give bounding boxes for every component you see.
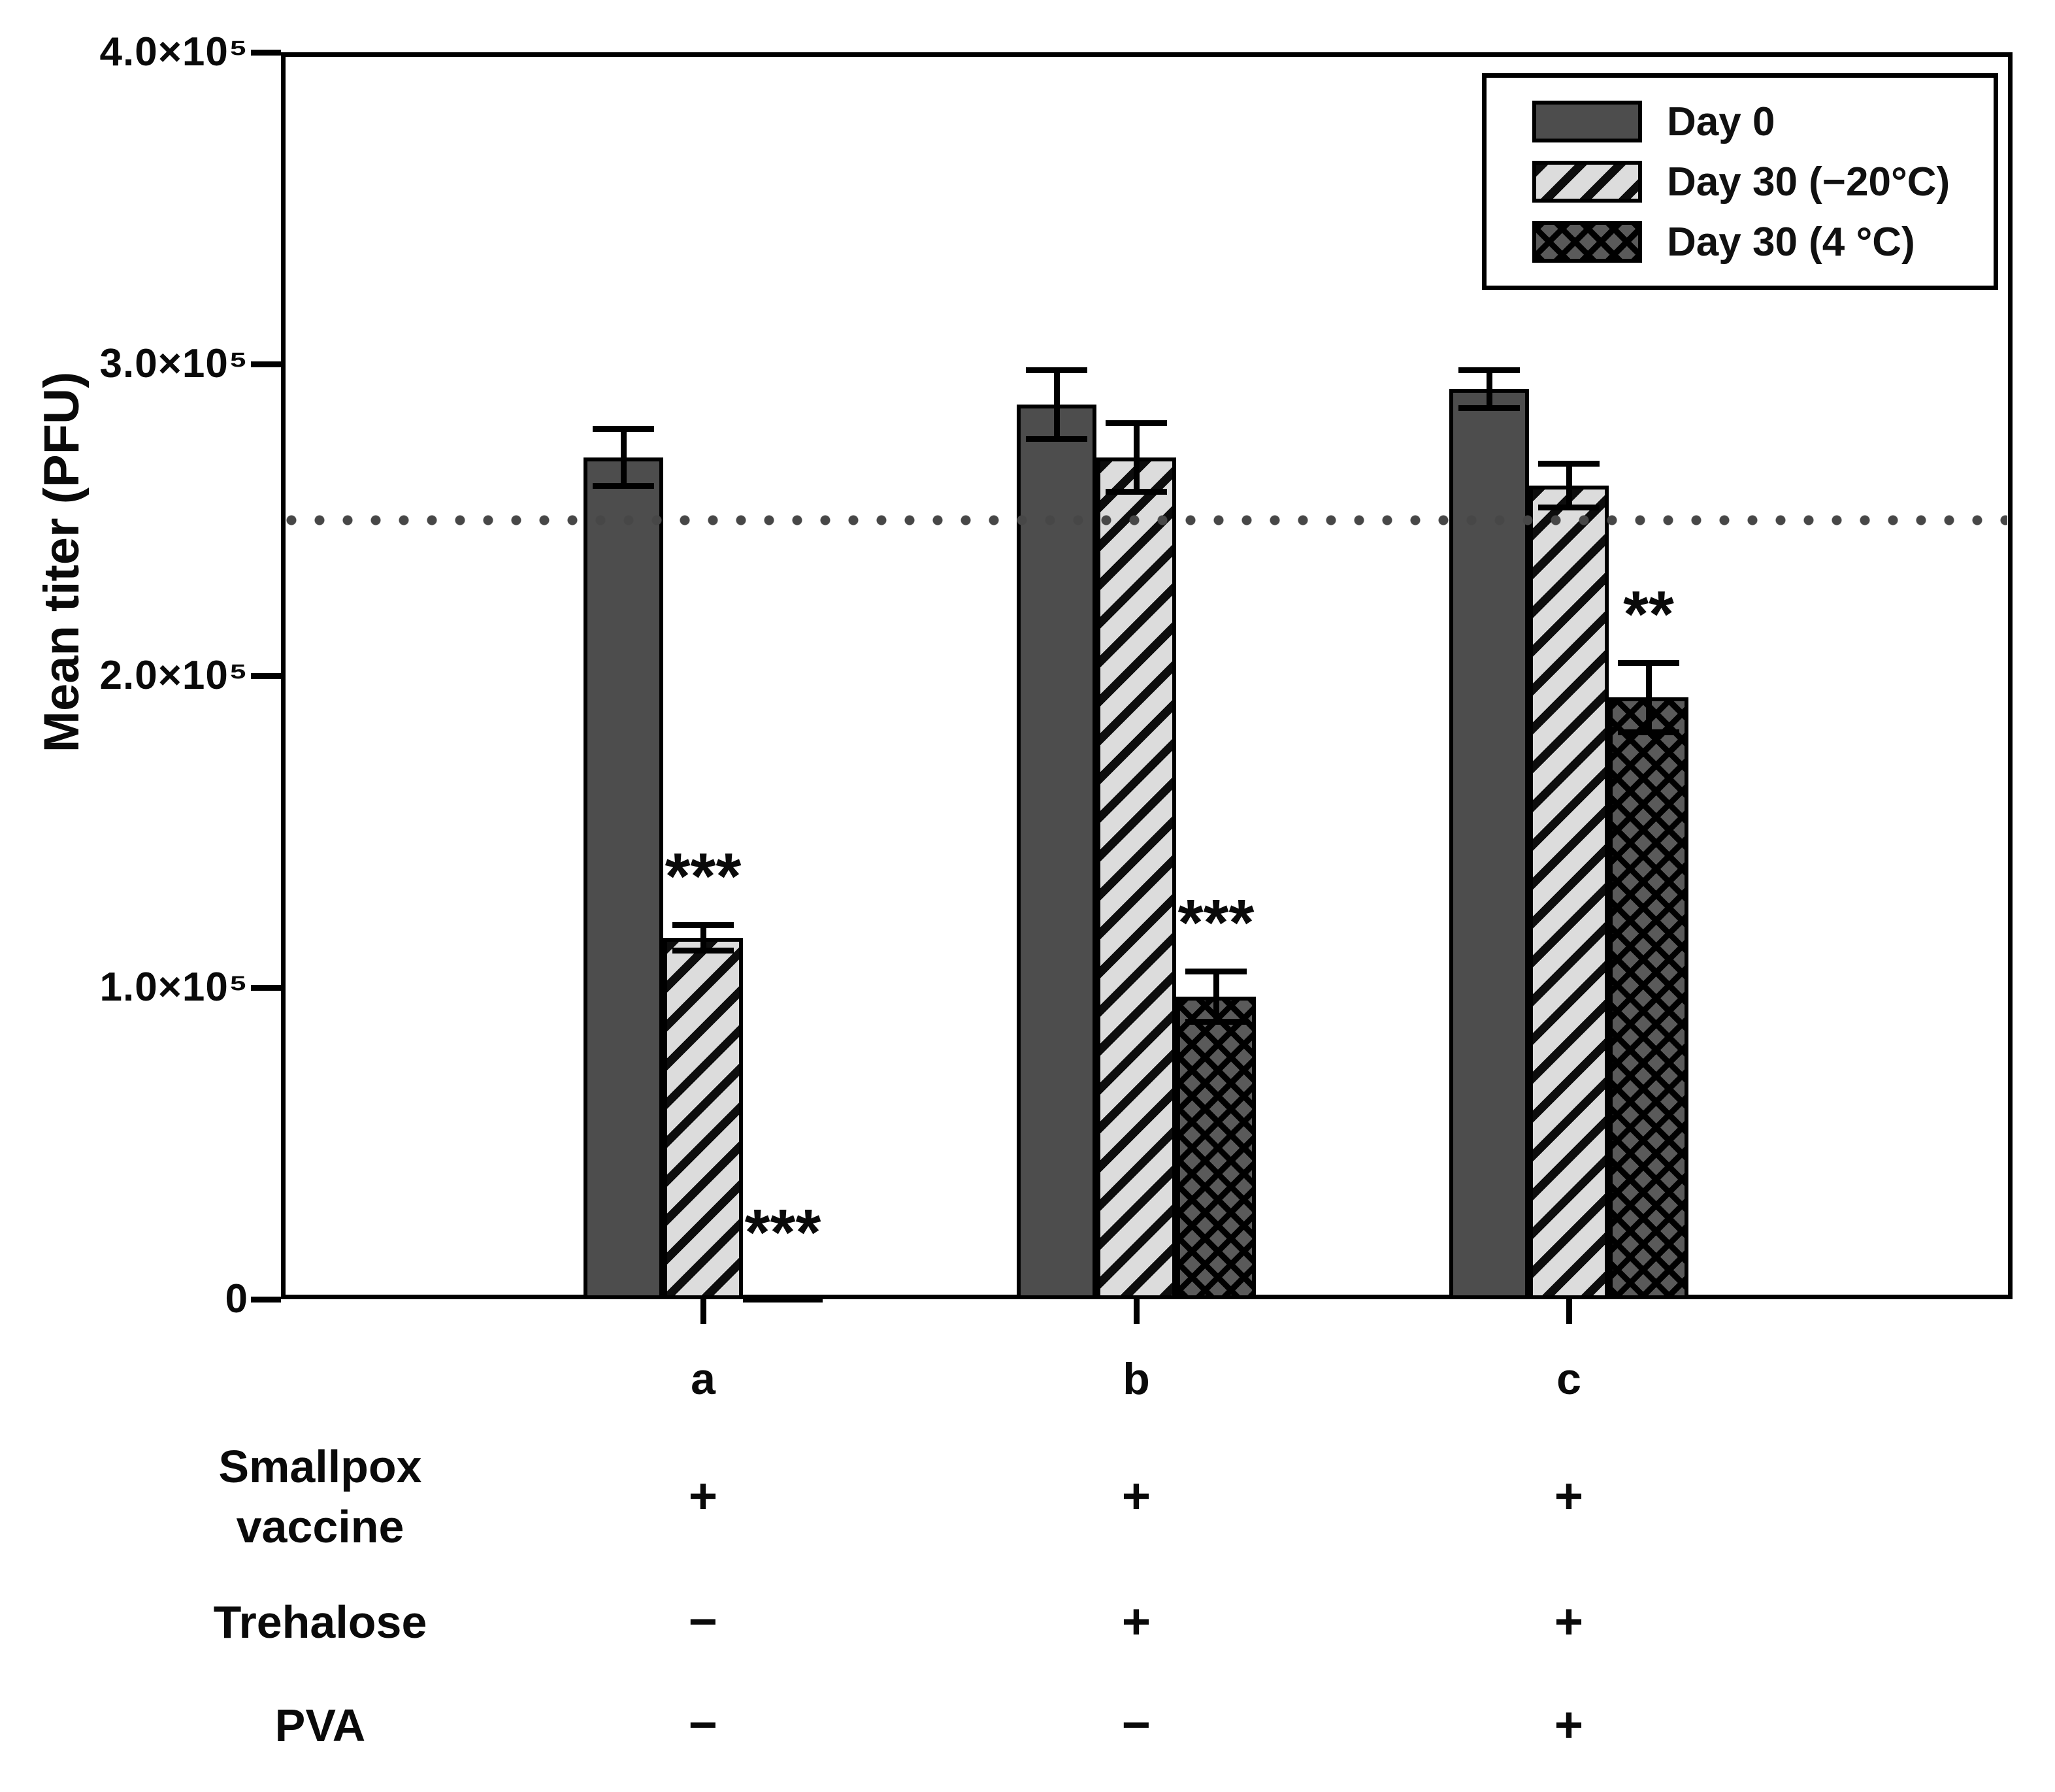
significance-label: ***	[744, 1195, 821, 1269]
error-bar-cap-top	[1618, 660, 1679, 667]
legend-swatch-solid-icon	[1532, 101, 1642, 142]
condition-value: +	[1554, 1697, 1584, 1753]
y-tick-label: 0	[225, 1276, 248, 1321]
condition-value: +	[1121, 1468, 1151, 1524]
group-label-a: a	[691, 1354, 715, 1404]
condition-row-label: PVA	[274, 1700, 366, 1751]
condition-value: −	[688, 1594, 718, 1650]
error-bar	[700, 921, 706, 954]
significance-label: **	[1623, 578, 1674, 652]
y-tick-label: 4.0×10⁵	[99, 29, 248, 75]
condition-value: −	[1121, 1697, 1151, 1753]
error-bar-cap-top	[593, 426, 654, 433]
error-bar-cap-top	[1185, 969, 1247, 975]
error-bar	[1645, 660, 1652, 735]
error-bar-cap-bottom	[1458, 405, 1520, 411]
y-tick-mark	[251, 985, 281, 991]
bar-c-series1	[1449, 389, 1529, 1299]
condition-row-label: Trehalose	[213, 1597, 427, 1648]
y-tick-label: 2.0×10⁵	[99, 653, 248, 698]
condition-value: +	[1121, 1594, 1151, 1650]
error-bar	[620, 426, 627, 489]
condition-value: +	[1554, 1594, 1584, 1650]
legend-item: Day 0	[1532, 91, 1994, 152]
legend-item: Day 30 (−20°C)	[1532, 152, 1994, 212]
y-tick-label: 1.0×10⁵	[99, 965, 248, 1010]
x-tick-mark	[1566, 1299, 1572, 1324]
significance-label: ***	[665, 839, 742, 913]
error-bar-cap-bottom	[1026, 436, 1087, 442]
condition-row-label: Smallpox vaccine	[218, 1441, 422, 1552]
error-bar	[1053, 367, 1060, 442]
error-bar-cap-top	[672, 921, 734, 928]
error-bar-cap-top	[1538, 460, 1600, 467]
legend-label: Day 0	[1667, 99, 1775, 144]
group-label-c: c	[1556, 1354, 1581, 1404]
bar-c-series3	[1609, 697, 1688, 1299]
bar-a-series2	[663, 937, 743, 1299]
error-bar-cap-bottom	[672, 947, 734, 954]
y-tick-label: 3.0×10⁵	[99, 341, 248, 386]
error-bar	[1213, 969, 1219, 1025]
y-tick-mark	[251, 361, 281, 367]
error-bar-cap-top	[1106, 420, 1167, 426]
condition-value: +	[1554, 1468, 1584, 1524]
y-tick-mark	[251, 1297, 281, 1303]
bar-a-series1	[584, 457, 663, 1299]
error-bar-cap-bottom	[1185, 1019, 1247, 1025]
significance-label: ***	[1177, 886, 1255, 960]
bar-b-series1	[1017, 405, 1096, 1299]
x-tick-mark	[1133, 1299, 1140, 1324]
bar-a-series3	[743, 1294, 823, 1303]
bar-c-series2	[1529, 486, 1609, 1299]
legend-item: Day 30 (4 °C)	[1532, 212, 1994, 272]
error-bar-cap-top	[1026, 367, 1087, 373]
error-bar	[1566, 460, 1572, 511]
condition-value: −	[688, 1697, 718, 1753]
x-tick-mark	[700, 1299, 706, 1324]
error-bar-cap-bottom	[1538, 505, 1600, 511]
bar-b-series3	[1176, 997, 1256, 1299]
error-bar-cap-top	[1458, 367, 1520, 373]
group-label-b: b	[1123, 1354, 1150, 1404]
legend-label: Day 30 (−20°C)	[1667, 159, 1950, 205]
error-bar	[1486, 367, 1492, 411]
reference-dotted-line	[286, 514, 2007, 525]
legend: Day 0 Day 30 (−20°C) Day 30 (4 °C)	[1482, 73, 1998, 290]
y-tick-mark	[251, 673, 281, 679]
error-bar-cap-bottom	[1106, 489, 1167, 495]
bar-b-series2	[1096, 457, 1176, 1299]
legend-label: Day 30 (4 °C)	[1667, 219, 1915, 265]
legend-swatch-diagonal-hatch-icon	[1532, 161, 1642, 203]
condition-value: +	[688, 1468, 718, 1524]
legend-swatch-cross-hatch-icon	[1532, 221, 1642, 263]
error-bar-cap-bottom	[593, 482, 654, 489]
error-bar-cap-bottom	[1618, 729, 1679, 735]
y-tick-mark	[251, 50, 281, 56]
error-bar	[1133, 420, 1140, 495]
